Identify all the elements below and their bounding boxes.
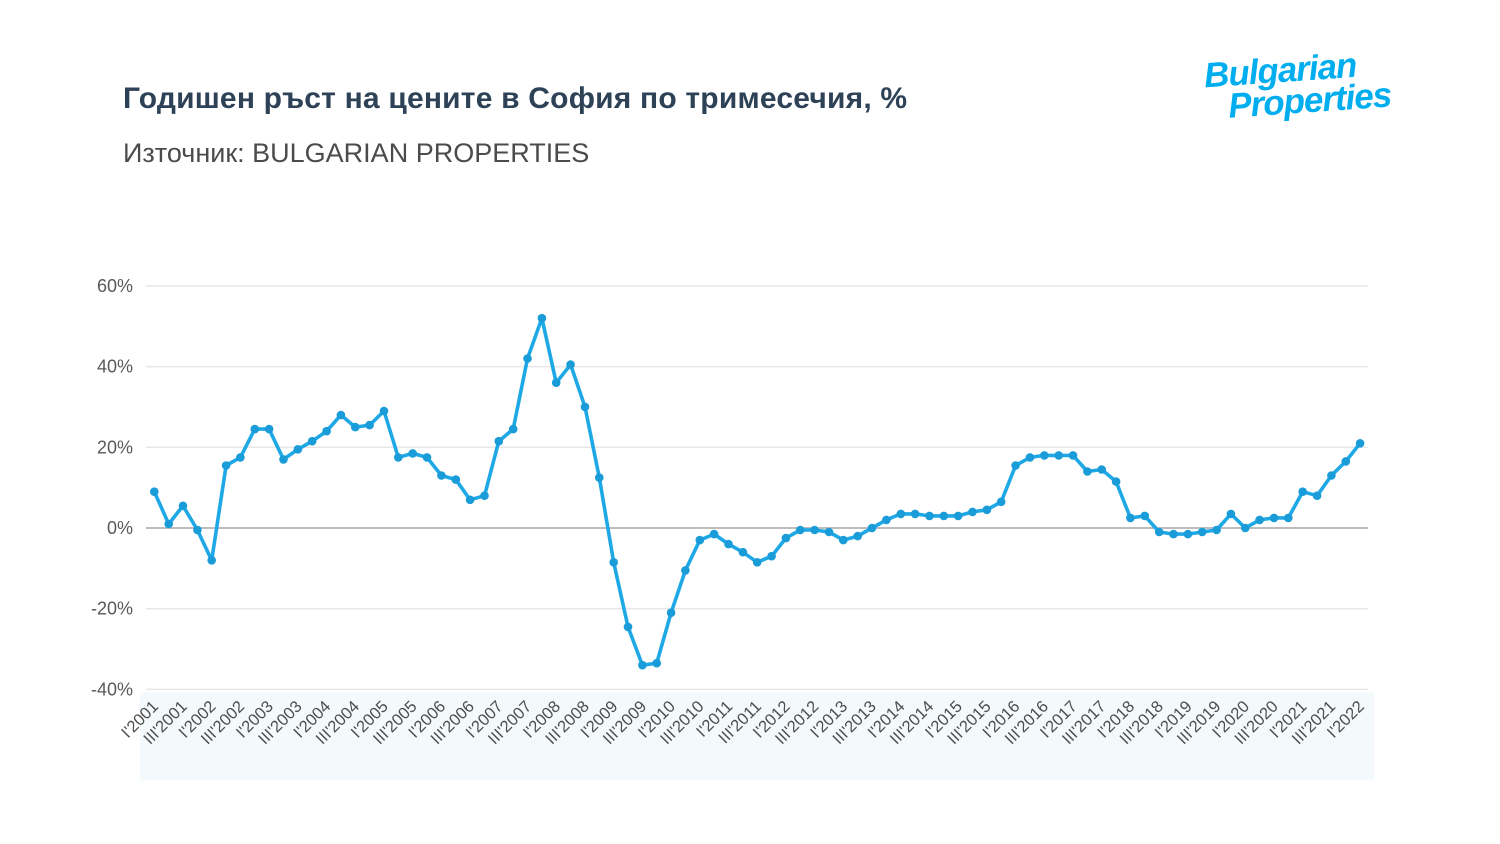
data-point[interactable] xyxy=(1111,477,1121,486)
data-point[interactable] xyxy=(724,539,733,549)
x-label-band xyxy=(140,692,1374,781)
data-point[interactable] xyxy=(264,424,274,434)
data-point[interactable] xyxy=(150,487,159,497)
data-point[interactable] xyxy=(1341,457,1351,466)
data-point[interactable] xyxy=(508,424,518,434)
data-point[interactable] xyxy=(451,475,461,484)
data-point[interactable] xyxy=(1312,491,1322,501)
data-point[interactable] xyxy=(480,491,489,501)
data-point[interactable] xyxy=(279,455,288,464)
data-point[interactable] xyxy=(236,453,245,462)
data-point[interactable] xyxy=(250,424,260,434)
data-point[interactable] xyxy=(996,497,1006,507)
data-point[interactable] xyxy=(695,535,705,545)
data-point[interactable] xyxy=(293,445,303,454)
data-point[interactable] xyxy=(422,453,432,462)
data-point[interactable] xyxy=(609,558,618,567)
data-point[interactable] xyxy=(896,509,906,519)
data-point[interactable] xyxy=(580,402,590,412)
data-point[interactable] xyxy=(910,509,920,519)
data-point[interactable] xyxy=(322,426,331,436)
data-point[interactable] xyxy=(1197,527,1207,537)
series-line xyxy=(152,316,1362,668)
data-point[interactable] xyxy=(523,354,532,363)
data-point[interactable] xyxy=(781,533,791,543)
data-point[interactable] xyxy=(1097,465,1106,474)
data-point[interactable] xyxy=(408,449,418,458)
data-point[interactable] xyxy=(193,525,202,535)
data-point[interactable] xyxy=(551,378,561,387)
line-chart-svg: 60%40%20%0%-20%-40%I'2001III'2001I'2002I… xyxy=(91,276,1374,781)
data-point[interactable] xyxy=(1169,529,1178,539)
data-point[interactable] xyxy=(1212,525,1221,535)
page-title: Годишен ръст на цените в София по тримес… xyxy=(123,82,908,115)
data-point[interactable] xyxy=(681,566,690,575)
data-point[interactable] xyxy=(595,473,604,482)
data-point[interactable] xyxy=(1025,453,1035,462)
data-point[interactable] xyxy=(1241,523,1250,533)
y-tick-label: -40% xyxy=(91,679,133,699)
data-point[interactable] xyxy=(1269,513,1279,523)
data-point[interactable] xyxy=(465,495,475,505)
data-point[interactable] xyxy=(1011,461,1020,470)
data-point[interactable] xyxy=(164,519,173,529)
data-point[interactable] xyxy=(652,658,661,668)
data-point[interactable] xyxy=(968,507,977,517)
data-point[interactable] xyxy=(537,313,547,323)
data-point[interactable] xyxy=(566,360,575,369)
y-tick-label: 40% xyxy=(97,357,133,377)
brand-logo: Bulgarian Properties xyxy=(1203,44,1447,126)
data-point[interactable] xyxy=(1054,451,1063,460)
data-point[interactable] xyxy=(939,511,949,521)
y-tick-label: 60% xyxy=(97,276,133,296)
data-point[interactable] xyxy=(839,535,848,545)
data-point[interactable] xyxy=(867,523,877,533)
data-point[interactable] xyxy=(365,420,374,430)
data-point[interactable] xyxy=(1327,471,1336,480)
data-point[interactable] xyxy=(982,505,992,515)
data-point[interactable] xyxy=(824,527,834,537)
data-point[interactable] xyxy=(178,501,188,511)
data-point[interactable] xyxy=(925,511,934,521)
data-point[interactable] xyxy=(1126,513,1135,523)
data-point[interactable] xyxy=(882,515,891,525)
data-point[interactable] xyxy=(494,436,504,446)
data-point[interactable] xyxy=(221,461,231,470)
data-point[interactable] xyxy=(336,410,346,420)
data-point[interactable] xyxy=(709,529,719,539)
data-point[interactable] xyxy=(1154,527,1164,537)
data-point[interactable] xyxy=(738,547,748,557)
data-point[interactable] xyxy=(1068,451,1078,460)
data-point[interactable] xyxy=(810,525,819,535)
data-point[interactable] xyxy=(1040,451,1049,460)
data-point[interactable] xyxy=(1140,511,1150,521)
data-point[interactable] xyxy=(853,531,862,541)
data-point[interactable] xyxy=(638,660,647,670)
data-point[interactable] xyxy=(1183,529,1193,539)
data-point[interactable] xyxy=(1298,487,1307,497)
data-point[interactable] xyxy=(796,525,805,535)
data-point[interactable] xyxy=(1226,509,1236,519)
data-point[interactable] xyxy=(752,558,762,567)
y-tick-label: 20% xyxy=(97,437,133,457)
source-label: Източник: BULGARIAN PROPERTIES xyxy=(123,138,590,168)
data-point[interactable] xyxy=(767,551,776,561)
data-point[interactable] xyxy=(379,406,389,416)
y-tick-label: -20% xyxy=(91,599,133,619)
data-point[interactable] xyxy=(1083,467,1092,476)
data-point[interactable] xyxy=(1284,513,1293,523)
data-point[interactable] xyxy=(1255,515,1264,525)
data-point[interactable] xyxy=(394,453,403,462)
data-point[interactable] xyxy=(953,511,963,521)
data-point[interactable] xyxy=(666,608,676,617)
y-tick-label: 0% xyxy=(107,518,133,538)
data-point[interactable] xyxy=(1355,439,1365,448)
data-point[interactable] xyxy=(207,556,216,565)
data-point[interactable] xyxy=(623,622,633,632)
price-growth-chart: 60% 40% 20% 0% -20% -40% I'2001 III'2001 I'2002 I… xyxy=(0,230,1500,844)
data-point[interactable] xyxy=(437,471,446,480)
data-point[interactable] xyxy=(351,422,360,432)
data-point[interactable] xyxy=(307,436,317,446)
